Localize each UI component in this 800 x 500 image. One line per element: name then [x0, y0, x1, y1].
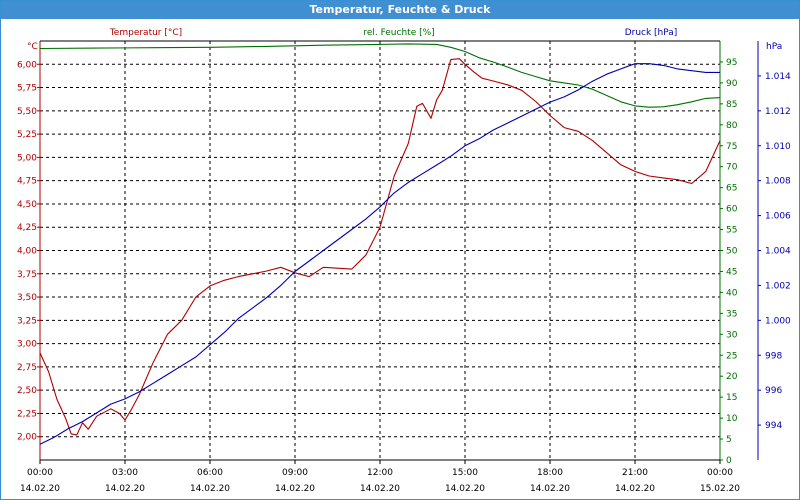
x-tick-label-date: 14.02.20: [615, 484, 655, 494]
humidity-tick-label: 65: [726, 184, 737, 194]
tick-labels: 00:00 14.02.20 03:00 14.02.20 06:00 14.02.20 0…: [17, 58, 791, 494]
temperature-tick-label: 2,50: [17, 386, 37, 396]
x-tick-label-date: 14.02.20: [360, 484, 400, 494]
temperature-tick-label: 2,75: [17, 363, 37, 373]
axes: [37, 40, 761, 464]
humidity-tick-label: 60: [726, 205, 738, 215]
window-title: Temperatur, Feuchte & Druck: [1, 1, 799, 19]
grid: [40, 41, 720, 460]
temperature-tick-label: 5,75: [17, 84, 37, 94]
x-tick-label-date: 14.02.20: [530, 484, 570, 494]
temperature-tick-label: 2,00: [17, 433, 37, 443]
x-tick-label-date: 14.02.20: [20, 484, 60, 494]
humidity-tick-label: 10: [726, 414, 738, 424]
pressure-tick-label: 1.006: [765, 212, 791, 222]
temperature-tick-label: 3,75: [17, 270, 37, 280]
humidity-tick-label: 80: [726, 121, 738, 131]
temperature-tick-label: 3,25: [17, 316, 37, 326]
temperature-tick-label: 2,25: [17, 409, 37, 419]
humidity-tick-label: 50: [726, 247, 738, 257]
humidity-tick-label: 35: [726, 309, 737, 319]
humidity-tick-label: 15: [726, 393, 737, 403]
humidity-tick-label: 30: [726, 330, 738, 340]
temperature-tick-label: 4,50: [17, 200, 37, 210]
humidity-tick-label: 25: [726, 351, 737, 361]
x-tick-label-date: 15.02.20: [700, 484, 740, 494]
x-tick-label-time: 00:00: [707, 468, 733, 478]
x-tick-label-time: 06:00: [197, 468, 223, 478]
humidity-tick-label: 70: [726, 163, 738, 173]
humidity-tick-label: 5: [726, 435, 732, 445]
temperature-tick-label: 5,25: [17, 130, 37, 140]
humidity-tick-label: 0: [726, 456, 732, 466]
temperature-tick-label: 3,00: [17, 340, 37, 350]
temperature-tick-label: 3,50: [17, 293, 37, 303]
humidity-tick-label: 95: [726, 58, 737, 68]
humidity-axis-title: rel. Feuchte [%]: [363, 28, 434, 38]
humidity-tick-label: 45: [726, 267, 737, 277]
pressure-tick-label: 1.004: [765, 247, 791, 257]
temperature-tick-label: 6,00: [17, 60, 37, 70]
pressure-tick-label: 1.010: [765, 142, 791, 152]
x-tick-label-date: 14.02.20: [105, 484, 145, 494]
temperature-tick-label: 4,25: [17, 223, 37, 233]
x-tick-label-date: 14.02.20: [190, 484, 230, 494]
pressure-series-line: [39, 63, 720, 445]
pressure-tick-label: 1.002: [765, 281, 791, 291]
x-tick-label-time: 00:00: [27, 468, 53, 478]
humidity-tick-label: 20: [726, 372, 738, 382]
pressure-tick-label: 998: [765, 351, 782, 361]
pressure-tick-label: 1.012: [765, 107, 791, 117]
pressure-axis-title: Druck [hPa]: [625, 28, 678, 38]
pressure-unit-label: hPa: [766, 42, 782, 52]
x-tick-label-time: 09:00: [282, 468, 308, 478]
humidity-tick-label: 85: [726, 100, 737, 110]
temperature-series-line: [39, 58, 721, 436]
humidity-tick-label: 40: [726, 288, 738, 298]
pressure-tick-label: 996: [765, 386, 782, 396]
humidity-series-line: [39, 43, 721, 108]
x-tick-label-date: 14.02.20: [445, 484, 485, 494]
pressure-tick-label: 1.008: [765, 177, 791, 187]
x-tick-label-time: 12:00: [367, 468, 393, 478]
x-tick-label-date: 14.02.20: [275, 484, 315, 494]
temperature-tick-label: 5,50: [17, 107, 37, 117]
x-tick-label-time: 03:00: [112, 468, 138, 478]
humidity-tick-label: 55: [726, 226, 737, 236]
series-lines: [39, 43, 721, 445]
temperature-tick-label: 4,00: [17, 247, 37, 257]
humidity-tick-label: 75: [726, 142, 737, 152]
x-tick-label-time: 15:00: [452, 468, 478, 478]
temperature-tick-label: 4,75: [17, 177, 37, 187]
humidity-tick-label: 90: [726, 79, 738, 89]
pressure-tick-label: 1.000: [765, 316, 791, 326]
pressure-tick-label: 994: [765, 421, 782, 431]
temperature-tick-label: 5,00: [17, 153, 37, 163]
temperature-axis-title: Temperatur [°C]: [109, 28, 182, 38]
x-tick-label-time: 18:00: [537, 468, 563, 478]
x-tick-label-time: 21:00: [622, 468, 648, 478]
temperature-unit-label: °C: [27, 42, 38, 52]
pressure-tick-label: 1.014: [765, 72, 791, 82]
